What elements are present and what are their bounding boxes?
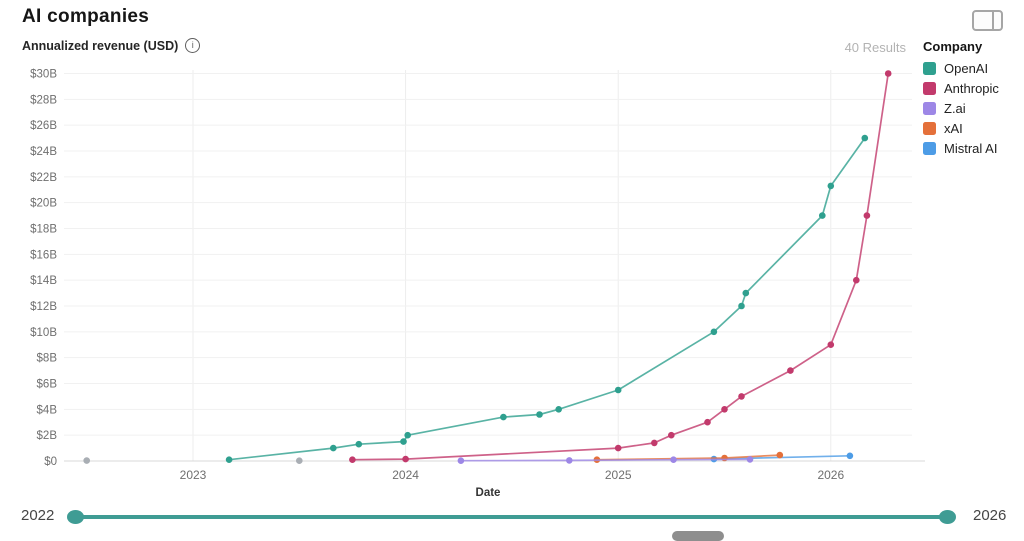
legend-item-label: OpenAI	[944, 61, 989, 76]
data-point[interactable]	[776, 451, 784, 459]
data-point[interactable]	[555, 406, 562, 413]
y-tick-label: $8B	[37, 353, 58, 365]
info-icon[interactable]: i	[185, 38, 201, 53]
x-tick-label: 2025	[605, 468, 632, 482]
time-range-slider-track[interactable]	[75, 515, 948, 519]
y-tick-label: $14B	[30, 275, 57, 287]
y-tick-label: $12B	[30, 301, 57, 313]
data-point[interactable]	[457, 457, 465, 465]
x-tick-label: 2026	[817, 468, 844, 482]
slider-max-label: 2026	[973, 507, 1007, 524]
series-openai[interactable]	[225, 134, 869, 464]
data-point[interactable]	[402, 455, 409, 463]
y-tick-label: $24B	[30, 146, 57, 158]
revenue-chart[interactable]: $0 $2B $4B $6B $8B $10B $12B $14B $16B $18B $20B $2…	[0, 0, 1024, 500]
data-point[interactable]	[614, 386, 622, 394]
data-point[interactable]	[349, 456, 356, 464]
legend-item-label: xAI	[944, 121, 963, 136]
data-point[interactable]	[296, 457, 303, 465]
data-point[interactable]	[746, 456, 754, 463]
series-mistral-ai[interactable]	[710, 452, 854, 463]
data-point[interactable]	[846, 452, 854, 460]
data-point[interactable]	[355, 440, 363, 448]
scrollbar-grip[interactable]	[672, 531, 724, 541]
y-tick-label: $22B	[30, 172, 57, 184]
data-point[interactable]	[787, 367, 794, 374]
series-z-ai[interactable]	[457, 456, 754, 465]
x-tick-label: 2024	[392, 468, 419, 482]
y-tick-label: $4B	[37, 404, 58, 416]
legend-item-xai[interactable]: xAI	[923, 121, 1023, 136]
data-point[interactable]	[704, 418, 711, 426]
series-xai[interactable]	[593, 451, 784, 464]
legend-swatch-icon	[923, 62, 936, 75]
metric-label: Annualized revenue (USD)	[22, 38, 179, 53]
data-point[interactable]	[614, 444, 622, 452]
series-anthropic[interactable]	[349, 70, 892, 464]
legend-title: Company	[923, 39, 983, 54]
slider-min-label: 2022	[21, 507, 55, 524]
data-point[interactable]	[853, 276, 860, 284]
data-point[interactable]	[710, 328, 718, 336]
y-tick-label: $16B	[30, 249, 57, 261]
data-point[interactable]	[827, 182, 835, 190]
legend-item-anthropic[interactable]: Anthropic	[923, 81, 1023, 96]
y-tick-label: $28B	[30, 94, 57, 106]
data-point[interactable]	[710, 455, 718, 463]
data-point[interactable]	[536, 411, 543, 418]
slider-handle-min[interactable]	[67, 510, 84, 524]
data-point[interactable]	[670, 456, 677, 464]
y-tick-label: $18B	[30, 223, 57, 235]
results-count: 40 Results	[844, 40, 906, 55]
data-point[interactable]	[651, 439, 658, 447]
legend-items: OpenAI Anthropic Z.ai xAI Mistral AI	[923, 61, 1023, 156]
legend-swatch-icon	[923, 142, 936, 155]
data-point[interactable]	[721, 406, 728, 413]
legend-item-label: Z.ai	[944, 101, 966, 116]
panel-toggle-icon	[991, 12, 994, 29]
legend-item-label: Anthropic	[944, 81, 999, 96]
legend-item-label: Mistral AI	[944, 141, 998, 156]
x-tick-label: 2023	[180, 468, 207, 482]
data-point[interactable]	[566, 457, 573, 464]
x-axis-title: Date	[476, 487, 501, 499]
slider-handle-max[interactable]	[939, 510, 956, 524]
legend-item-openai[interactable]: OpenAI	[923, 61, 1023, 76]
data-point[interactable]	[819, 212, 826, 219]
legend: Company OpenAI Anthropic Z.ai xAI Mistral AI	[923, 39, 1023, 161]
data-point[interactable]	[330, 444, 337, 452]
legend-swatch-icon	[923, 82, 936, 95]
y-tick-label: $0	[44, 456, 57, 468]
series-other[interactable]	[83, 457, 303, 465]
chart-axes: $0 $2B $4B $6B $8B $10B $12B $14B $16B $18B $20B $2…	[30, 68, 925, 499]
y-tick-label: $6B	[37, 378, 58, 390]
data-point[interactable]	[500, 413, 507, 421]
y-tick-label: $2B	[37, 430, 58, 442]
data-point[interactable]	[404, 431, 412, 439]
data-point[interactable]	[83, 457, 90, 464]
legend-swatch-icon	[923, 122, 936, 135]
page-title: AI companies	[22, 6, 150, 27]
legend-item-z-ai[interactable]: Z.ai	[923, 101, 1023, 116]
y-tick-label: $10B	[30, 327, 57, 339]
legend-item-mistral-ai[interactable]: Mistral AI	[923, 141, 1023, 156]
data-point[interactable]	[861, 134, 869, 142]
data-point[interactable]	[884, 70, 892, 77]
data-point[interactable]	[863, 212, 871, 219]
y-tick-label: $20B	[30, 198, 57, 210]
data-point[interactable]	[225, 456, 233, 464]
chart-subtitle-row: Annualized revenue (USD) i	[22, 38, 201, 53]
data-point[interactable]	[827, 341, 835, 349]
data-point[interactable]	[742, 289, 750, 297]
data-point[interactable]	[738, 393, 745, 400]
y-tick-label: $30B	[30, 68, 57, 80]
data-point[interactable]	[668, 431, 675, 439]
legend-swatch-icon	[923, 102, 936, 115]
panel-toggle-button[interactable]	[972, 10, 1003, 31]
data-point[interactable]	[593, 456, 601, 464]
data-point[interactable]	[721, 454, 728, 462]
data-point[interactable]	[400, 438, 407, 445]
y-tick-label: $26B	[30, 120, 57, 132]
data-point[interactable]	[738, 302, 745, 310]
